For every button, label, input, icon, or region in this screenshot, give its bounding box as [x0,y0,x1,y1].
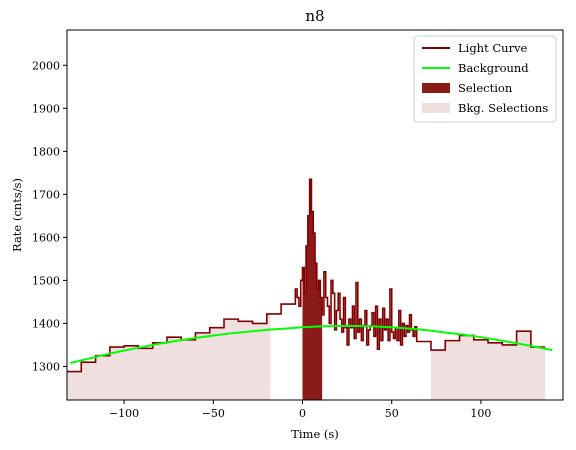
y-tick-label: 1400 [32,317,60,330]
plot-area [67,178,553,400]
x-tick-label: −50 [202,407,225,420]
legend-swatch [422,83,450,93]
legend-label: Selection [458,81,513,95]
y-tick-label: 1800 [32,145,60,158]
y-tick-label: 1600 [32,231,60,244]
y-tick-label: 1300 [32,360,60,373]
legend-label: Bkg. Selections [458,101,548,115]
x-tick-label: −100 [109,407,139,420]
legend-label: Light Curve [458,41,528,55]
selection-region [302,179,323,400]
y-tick-label: 1500 [32,274,60,287]
background-series [70,325,553,364]
y-tick-label: 1700 [32,188,60,201]
x-axis-label: Time (s) [291,427,339,441]
x-tick-label: 100 [470,407,491,420]
axes-frame [66,29,564,401]
legend: Light Curve Background Selection Bkg. Selec… [413,35,557,123]
light-curve-series [67,178,546,373]
legend-swatch [422,103,450,113]
x-tick-label: 50 [385,407,399,420]
legend-label: Background [458,61,529,75]
legend-box [413,35,557,123]
bkg-selection-region-2 [430,331,546,400]
y-tick-label: 2000 [32,59,60,72]
chart-title: n8 [305,7,324,25]
x-tick-label: 0 [299,407,306,420]
axis-ticks: −100 −50 0 50 100 1300 1400 1500 1600 1700 1800 190… [32,59,491,420]
y-axis-label: Rate (cnts/s) [10,178,24,252]
y-tick-label: 1900 [32,102,60,115]
